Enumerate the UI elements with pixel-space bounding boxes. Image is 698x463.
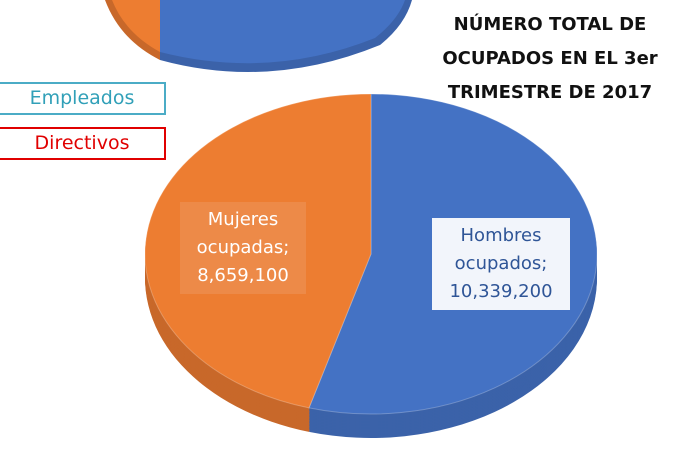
- filter-button[interactable]: Empleados: [0, 82, 166, 115]
- chart-title: NÚMERO TOTAL DE OCUPADOS EN EL 3er TRIME…: [442, 14, 658, 103]
- data-label: Mujeres ocupadas; 8,659,100: [180, 202, 306, 294]
- partial-slice: [112, 0, 160, 52]
- filter-button[interactable]: Directivos: [0, 127, 166, 160]
- partial-pie: [105, 0, 412, 72]
- partial-slice: [160, 0, 405, 64]
- data-label: Hombres ocupados; 10,339,200: [432, 218, 570, 310]
